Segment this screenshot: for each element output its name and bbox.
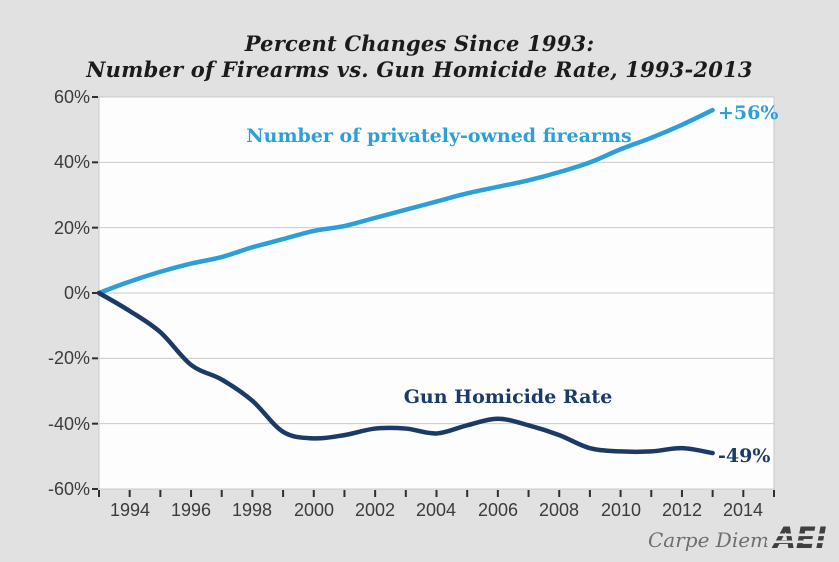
chart-title: Percent Changes Since 1993: Number of Fi… bbox=[0, 31, 839, 83]
x-axis-tick-label: 2000 bbox=[293, 500, 335, 520]
x-axis-tick-label: 1996 bbox=[170, 500, 212, 520]
series-line-homicide bbox=[96, 290, 715, 456]
y-axis-tick-label: -60% bbox=[47, 479, 90, 499]
series-label-firearms: Number of privately-owned firearms bbox=[246, 125, 632, 147]
credit-text: Carpe Diem bbox=[648, 528, 770, 552]
y-axis-tick-label: -40% bbox=[47, 414, 90, 434]
chart-title-line2: Number of Firearms vs. Gun Homicide Rate… bbox=[86, 57, 753, 82]
series-line-firearms bbox=[96, 107, 715, 296]
aei-logo-stripe bbox=[766, 533, 834, 537]
y-axis-tick-label: 60% bbox=[53, 87, 90, 107]
series-label-homicide: Gun Homicide Rate bbox=[403, 386, 613, 408]
aei-logo-text: AEI bbox=[771, 521, 826, 555]
end-value-homicide: -49% bbox=[718, 445, 771, 467]
chart-title-line1: Percent Changes Since 1993: bbox=[244, 31, 595, 56]
y-axis-tick-label: 0% bbox=[63, 283, 90, 303]
x-axis-tick-label: 2004 bbox=[415, 500, 457, 520]
end-value-firearms: +56% bbox=[718, 102, 779, 124]
x-axis-tick-label: 2008 bbox=[538, 500, 580, 520]
x-axis-tick-label: 2002 bbox=[354, 500, 396, 520]
y-axis-tick-label: -20% bbox=[47, 348, 90, 368]
x-axis-tick-label: 1994 bbox=[109, 500, 151, 520]
x-axis-tick-label: 2006 bbox=[477, 500, 519, 520]
x-axis-tick-label: 1998 bbox=[231, 500, 273, 520]
y-axis-tick-label: 20% bbox=[53, 218, 90, 238]
x-axis-tick-label: 2012 bbox=[661, 500, 703, 520]
aei-logo-stripe bbox=[766, 540, 834, 544]
x-axis-tick-label: 2014 bbox=[722, 500, 764, 520]
aei-logo: AEI bbox=[766, 521, 834, 555]
y-axis-tick-label: 40% bbox=[53, 152, 90, 172]
x-axis-tick-label: 2010 bbox=[600, 500, 642, 520]
